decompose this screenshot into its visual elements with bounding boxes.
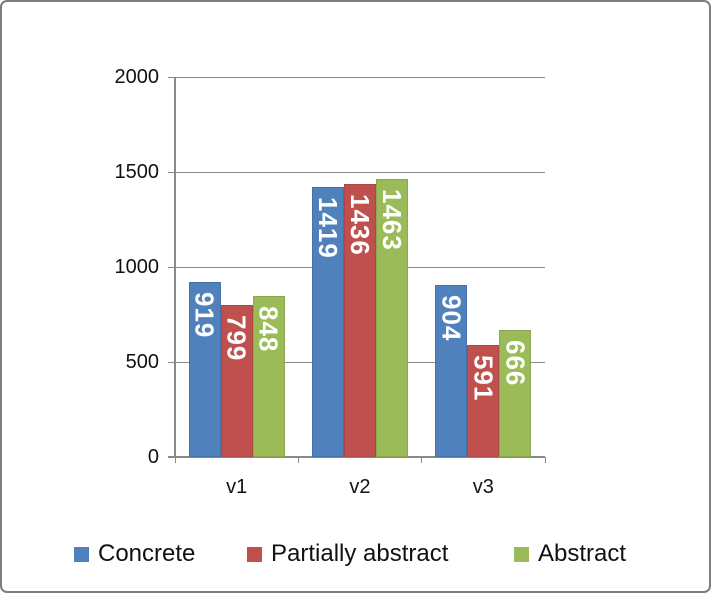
bar-value-label: 591 <box>468 354 499 402</box>
y-tick-label-1500: 1500 <box>114 161 160 183</box>
x-axis-tick-0 <box>174 457 176 463</box>
gridline-1500 <box>175 171 545 173</box>
category-label-v2: v2 <box>349 476 371 498</box>
legend-item-concrete[interactable]: Concrete <box>74 540 195 568</box>
bar-v2-abstract[interactable] <box>376 179 408 457</box>
bar-v2-partially-abstract[interactable] <box>344 184 376 457</box>
bar-value-label: 1463 <box>377 189 407 251</box>
legend-item-abstract[interactable]: Abstract <box>514 540 626 568</box>
x-axis-tick-2 <box>421 457 423 463</box>
bar-v3-partially-abstract[interactable] <box>467 344 500 457</box>
y-axis-tick-2000 <box>168 76 175 78</box>
y-tick-label-2000: 2000 <box>114 66 160 88</box>
bar-v3-abstract[interactable] <box>499 330 532 457</box>
legend-swatch-icon <box>74 546 89 562</box>
legend-label: Abstract <box>538 540 627 567</box>
bar-value-label: 666 <box>500 340 531 387</box>
category-label-v3: v3 <box>472 476 494 498</box>
x-axis-line <box>168 456 545 458</box>
legend-item-partially-abstract[interactable]: Partially abstract <box>247 540 448 568</box>
bar-value-label: 1419 <box>313 197 343 260</box>
y-tick-label-1000: 1000 <box>114 256 160 278</box>
legend-swatch-icon <box>247 546 262 562</box>
y-axis-tick-500 <box>168 361 175 363</box>
legend-swatch-icon <box>514 546 529 562</box>
x-axis-tick-1 <box>297 457 299 463</box>
y-axis-tick-1500 <box>168 171 175 173</box>
bar-v3-concrete[interactable] <box>435 285 468 457</box>
y-axis-tick-1000 <box>168 266 175 268</box>
bar-v1-abstract[interactable] <box>252 295 285 457</box>
bar-v2-concrete[interactable] <box>312 187 344 457</box>
y-tick-label-0: 0 <box>147 446 159 468</box>
bar-value-label: 1436 <box>345 194 375 256</box>
bar-value-label: 799 <box>221 315 252 362</box>
y-tick-label-500: 500 <box>125 351 159 373</box>
category-label-v1: v1 <box>226 476 248 498</box>
y-axis-line <box>174 77 176 458</box>
legend-label: Partially abstract <box>271 540 449 567</box>
bar-v1-concrete[interactable] <box>188 282 221 457</box>
gridline-2000 <box>175 76 545 78</box>
bar-value-label: 848 <box>253 305 284 353</box>
bar-value-label: 904 <box>436 295 467 342</box>
legend-label: Concrete <box>98 540 196 567</box>
x-axis-tick-3 <box>544 457 546 463</box>
bar-value-label: 919 <box>189 292 220 339</box>
bar-v1-partially-abstract[interactable] <box>220 305 253 457</box>
